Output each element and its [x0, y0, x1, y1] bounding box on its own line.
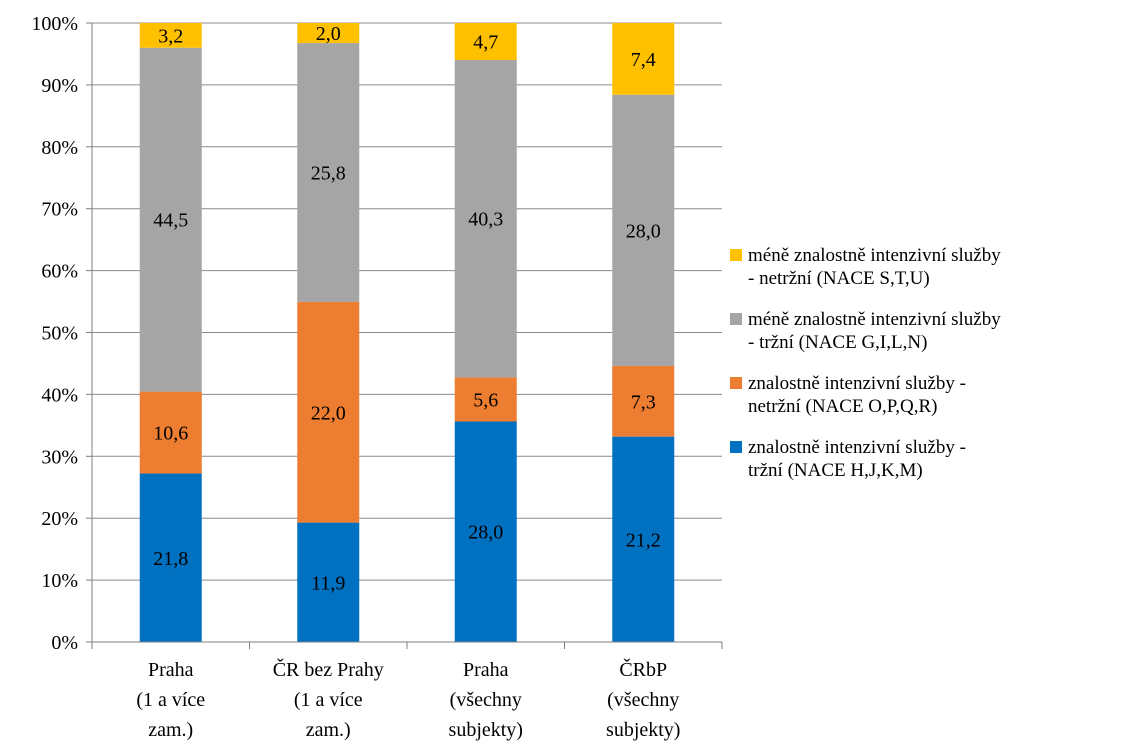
bar-segment: [297, 522, 360, 642]
bar-segment: [139, 47, 202, 392]
bar-segment: [612, 365, 675, 437]
x-category-label: Praha: [148, 659, 194, 681]
legend-label-line: - tržní (NACE G,I,L,N): [748, 332, 928, 353]
legend-label: méně znalostně intenzivní služby - netržn…: [748, 244, 1001, 290]
x-category-label: ČR bez Prahy: [273, 657, 384, 681]
data-label: 2,0: [316, 23, 341, 45]
y-tick-label: 70%: [41, 199, 78, 221]
legend-item: znalostně intenzivní služby - tržní (NACE…: [730, 436, 1142, 482]
legend-swatch: [730, 441, 742, 453]
y-tick-label: 60%: [41, 261, 78, 283]
bar-segment: [139, 391, 202, 474]
legend-label: znalostně intenzivní služby - netržní (NA…: [748, 372, 966, 418]
legend-label-line: znalostně intenzivní služby -: [748, 437, 966, 458]
y-tick-labels: 0% 10% 20% 30% 40% 50% 60% 70% 80% 90% 100%: [31, 13, 78, 654]
data-label: 28,0: [626, 220, 661, 242]
legend-label-line: netržní (NACE O,P,Q,R): [748, 396, 938, 417]
x-category-label: (1 a více: [294, 689, 363, 711]
bar-segment: [454, 60, 517, 378]
bar-segment: [612, 23, 675, 95]
bar-segment: [297, 301, 360, 523]
bar-segment: [612, 94, 675, 366]
y-tick-label: 50%: [41, 323, 78, 345]
bar-segment: [297, 23, 360, 44]
data-label: 7,4: [631, 49, 656, 71]
x-category-label: zam.): [306, 719, 351, 741]
legend-label-line: znalostně intenzivní služby -: [748, 373, 966, 394]
data-label: 11,9: [311, 572, 345, 594]
legend-swatch: [730, 313, 742, 325]
data-label: 21,8: [153, 548, 188, 570]
x-category-label: subjekty): [606, 719, 680, 741]
data-label: 7,3: [631, 391, 656, 413]
legend-label-line: - netržní (NACE S,T,U): [748, 268, 930, 289]
x-category-label: ČRbP: [619, 657, 667, 681]
data-label: 10,6: [153, 423, 188, 445]
bars: [139, 23, 675, 642]
legend-label-line: tržní (NACE H,J,K,M): [748, 460, 923, 481]
legend-item: méně znalostně intenzivní služby - netržn…: [730, 244, 1142, 290]
data-label: 40,3: [468, 209, 503, 231]
y-tick-label: 10%: [41, 570, 78, 592]
data-label: 44,5: [153, 210, 188, 232]
x-category-label: subjekty): [449, 719, 523, 741]
y-tick-label: 40%: [41, 384, 78, 406]
y-tick-label: 30%: [41, 446, 78, 468]
y-tick-label: 0%: [51, 632, 78, 654]
y-tick-label: 100%: [31, 13, 78, 35]
x-category-label: (všechny: [607, 689, 679, 711]
legend-item: znalostně intenzivní služby - netržní (NA…: [730, 372, 1142, 418]
data-labels: 21,8 10,6 44,5 3,2 11,9 22,0 25,8 2,0 28,0 5,6 40,…: [153, 23, 661, 594]
bar-segment: [139, 23, 202, 48]
bar-segment: [297, 43, 360, 302]
data-label: 21,2: [626, 529, 661, 551]
bar-segment: [454, 377, 517, 422]
y-tick-label: 20%: [41, 508, 78, 530]
x-category-label: (1 a více: [136, 689, 205, 711]
legend: méně znalostně intenzivní služby - netržn…: [730, 244, 1142, 500]
legend-label: znalostně intenzivní služby - tržní (NACE…: [748, 436, 966, 482]
x-category-label: Praha: [463, 659, 509, 681]
legend-label-line: méně znalostně intenzivní služby: [748, 245, 1001, 266]
legend-swatch: [730, 249, 742, 261]
data-label: 3,2: [158, 25, 183, 47]
data-label: 25,8: [311, 162, 346, 184]
legend-label-line: méně znalostně intenzivní služby: [748, 309, 1001, 330]
legend-label: méně znalostně intenzivní služby - tržní …: [748, 308, 1001, 354]
bar-segment: [454, 421, 517, 642]
x-category-label: (všechny: [450, 689, 522, 711]
legend-item: méně znalostně intenzivní služby - tržní …: [730, 308, 1142, 354]
y-tick-label: 90%: [41, 75, 78, 97]
bar-segment: [139, 473, 202, 642]
legend-swatch: [730, 377, 742, 389]
y-tick-label: 80%: [41, 137, 78, 159]
data-label: 5,6: [473, 389, 498, 411]
bar-segment: [454, 23, 517, 61]
data-label: 22,0: [311, 402, 346, 424]
bar-segment: [612, 436, 675, 642]
x-category-labels: Praha (1 a více zam.) ČR bez Prahy (1 a více…: [136, 657, 680, 741]
axes: [86, 22, 723, 649]
x-category-label: zam.): [148, 719, 193, 741]
data-label: 4,7: [473, 32, 498, 54]
data-label: 28,0: [468, 522, 503, 544]
